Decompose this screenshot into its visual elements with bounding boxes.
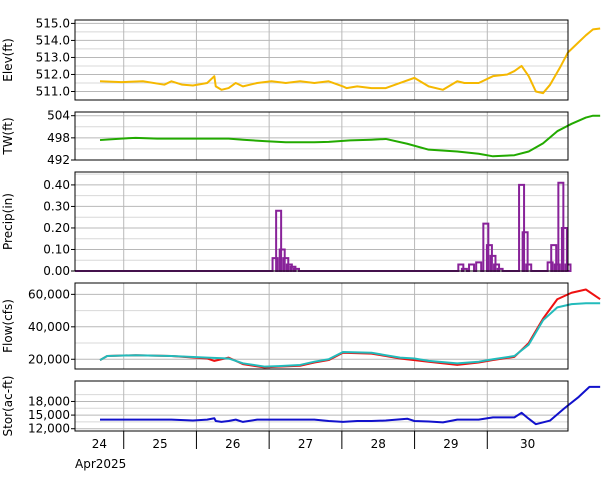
panel-frame: [74, 380, 569, 432]
y-tick-label: 0.00: [43, 264, 70, 278]
x-tick-label: 28: [371, 437, 386, 451]
flow-series-1: [99, 302, 601, 368]
y-tick-label: 60,000: [28, 287, 70, 301]
y-axis-label: TW(ft): [1, 117, 15, 155]
y-tick-label: 515.0: [36, 16, 70, 30]
stor-series-0: [100, 385, 601, 426]
y-axis-label: Elev(ft): [1, 38, 15, 81]
chart-panels: 511.0 512.0 513.0 514.0 515.0 Elev(ft) 492 498 5…: [1, 16, 601, 437]
y-tick-label: 20,000: [28, 352, 70, 366]
panel-frame: [74, 19, 569, 101]
panel-elev: 511.0 512.0 513.0 514.0 515.0 Elev(ft): [1, 16, 601, 101]
y-tick-label: 0.20: [43, 221, 70, 235]
y-axis-label: Precip(in): [1, 193, 15, 250]
y-axis-label: Stor(ac-ft): [1, 376, 15, 437]
x-tick-label: 29: [443, 437, 458, 451]
x-tick-label: 24: [92, 437, 107, 451]
y-tick-label: 18,000: [28, 394, 70, 408]
y-tick-label: 514.0: [36, 33, 70, 47]
x-tick-label: 26: [225, 437, 240, 451]
panel-flow: 20,000 40,000 60,000 Flow(cfs): [1, 282, 601, 370]
y-tick-label: 0.30: [43, 199, 70, 213]
y-tick-label: 498: [47, 131, 70, 145]
y-axis-label: Flow(cfs): [1, 299, 15, 353]
panel-frame: [74, 111, 569, 161]
x-tick-label: 30: [520, 437, 535, 451]
x-tick-label: 27: [298, 437, 313, 451]
y-tick-label: 0.10: [43, 242, 70, 256]
panel-precip: 0.00 0.10 0.20 0.30 0.40 Precip(in): [1, 171, 572, 278]
y-tick-label: 492: [47, 153, 70, 167]
panel-tw: 492 498 504 TW(ft): [1, 109, 601, 167]
y-tick-label: 511.0: [36, 84, 70, 98]
y-tick-label: 504: [47, 109, 70, 123]
tw-series-0: [99, 114, 601, 158]
x-axis-sublabel: Apr2025: [75, 457, 126, 471]
y-tick-label: 40,000: [28, 320, 70, 334]
elev-series-0: [99, 27, 601, 95]
x-tick-label: 25: [152, 437, 167, 451]
panel-frame: [74, 171, 569, 272]
y-tick-label: 12,000: [28, 422, 70, 436]
y-tick-label: 15,000: [28, 408, 70, 422]
y-tick-label: 512.0: [36, 67, 70, 81]
y-tick-label: 0.40: [43, 178, 70, 192]
x-axis: 24 25 26 27 28 29 30: [92, 431, 535, 451]
panel-frame: [74, 282, 569, 370]
y-tick-label: 513.0: [36, 50, 70, 64]
